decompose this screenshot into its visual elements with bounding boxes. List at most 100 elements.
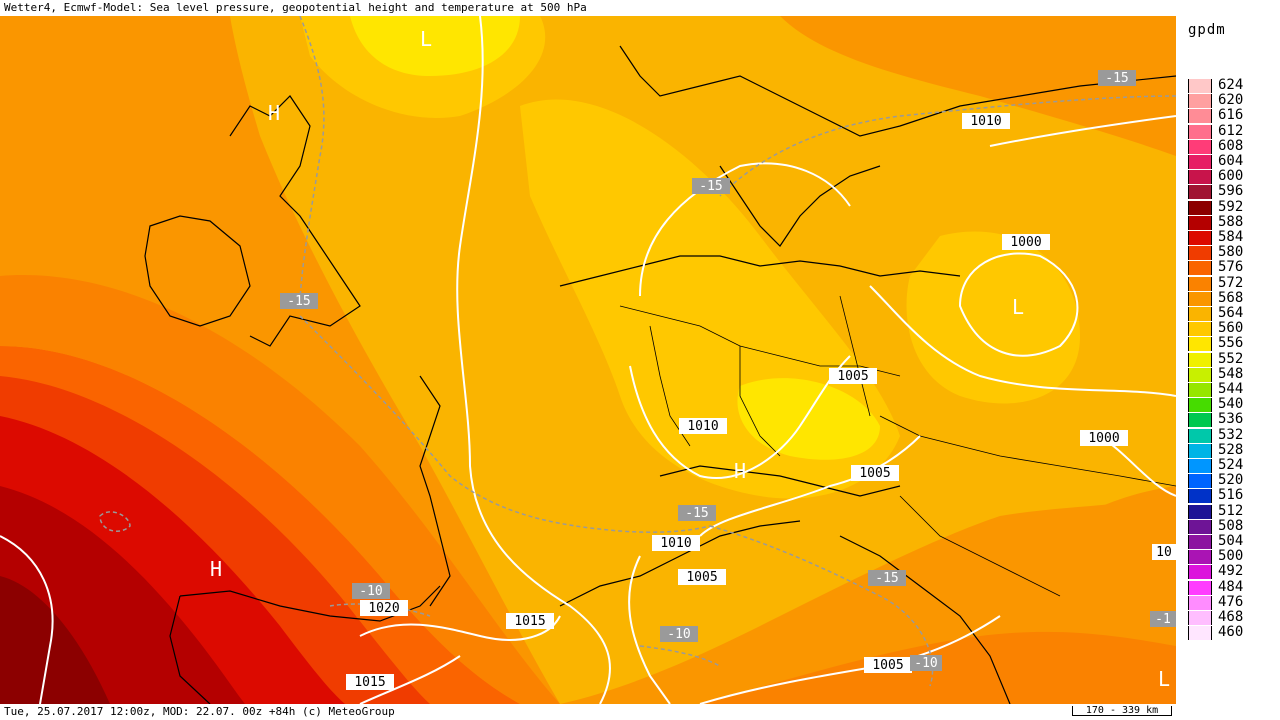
legend-swatch — [1188, 215, 1212, 230]
legend-row: 476 — [1188, 594, 1278, 610]
legend-swatch — [1188, 535, 1212, 549]
map-title: Wetter4, Ecmwf-Model: Sea level pressure… — [0, 0, 1280, 16]
legend-label: 624 — [1218, 77, 1244, 93]
legend-label: 612 — [1218, 122, 1244, 139]
legend-swatch — [1188, 474, 1212, 489]
legend-row: 556 — [1188, 335, 1278, 352]
legend-row: 572 — [1188, 274, 1278, 291]
isobar-label: 1010 — [687, 419, 718, 434]
legend-row: 620 — [1188, 92, 1278, 109]
legend-row: 612 — [1188, 122, 1278, 139]
legend-label: 500 — [1218, 548, 1244, 565]
isotherm-label: -15 — [1105, 71, 1128, 86]
isobar-label: 1005 — [686, 570, 717, 585]
legend-swatch — [1188, 139, 1212, 154]
legend-row: 552 — [1188, 350, 1278, 367]
isotherm-label: -10 — [914, 656, 937, 671]
legend-label: 528 — [1218, 441, 1244, 458]
legend-label: 588 — [1218, 213, 1244, 230]
legend-swatch — [1188, 565, 1212, 580]
legend-row: 548 — [1188, 366, 1278, 382]
low-pressure-marker: L — [1012, 295, 1024, 319]
high-pressure-marker: H — [268, 101, 280, 125]
legend-label: 520 — [1218, 472, 1244, 489]
isobar-label: 1015 — [354, 675, 385, 690]
legend-swatch — [1188, 185, 1212, 200]
legend-label: 568 — [1218, 289, 1244, 306]
legend-swatch — [1188, 170, 1212, 185]
legend-label: 560 — [1218, 320, 1244, 337]
legend-swatch — [1188, 504, 1212, 519]
legend-label: 524 — [1218, 457, 1244, 473]
legend-label: 552 — [1218, 350, 1244, 367]
legend-label: 580 — [1218, 244, 1244, 261]
legend-label: 620 — [1218, 92, 1244, 109]
isobar-label: 1000 — [1088, 431, 1119, 446]
footer-info: Tue, 25.07.2017 12:00z, MOD: 22.07. 00z … — [0, 704, 1280, 720]
legend-swatch — [1188, 626, 1212, 641]
legend-row: 504 — [1188, 533, 1278, 549]
legend-row: 508 — [1188, 517, 1278, 534]
isobar-label: 1005 — [837, 369, 868, 384]
legend-row: 576 — [1188, 259, 1278, 276]
legend-swatch — [1188, 595, 1212, 610]
legend-swatch — [1188, 580, 1212, 595]
isobar-label: 1020 — [368, 601, 399, 616]
legend-swatch — [1188, 352, 1212, 367]
legend-row: 512 — [1188, 502, 1278, 519]
legend-swatch — [1188, 413, 1212, 428]
legend-row: 516 — [1188, 487, 1278, 504]
legend-label: 544 — [1218, 381, 1244, 397]
legend-label: 512 — [1218, 502, 1244, 519]
weather-map[interactable]: 1010 1000 1005 1010 1000 1005 1010 1005 … — [0, 16, 1176, 704]
isotherm-label: -15 — [875, 571, 898, 586]
legend-swatch — [1188, 398, 1212, 413]
legend-label: 468 — [1218, 609, 1244, 625]
legend-label: 572 — [1218, 274, 1244, 291]
isotherm-label: -1 — [1155, 612, 1171, 627]
legend-row: 580 — [1188, 244, 1278, 261]
legend-row: 604 — [1188, 153, 1278, 169]
legend-row: 588 — [1188, 213, 1278, 230]
legend-row: 528 — [1188, 441, 1278, 458]
legend-swatch — [1188, 489, 1212, 504]
legend-swatch — [1188, 611, 1212, 625]
legend-row: 592 — [1188, 199, 1278, 215]
scale-bar: 170 - 339 km — [1072, 706, 1172, 716]
isobar-label: 10 — [1156, 545, 1172, 560]
low-pressure-marker: L — [1158, 667, 1170, 691]
legend-swatch — [1188, 383, 1212, 397]
isobar-label: 1015 — [514, 614, 545, 629]
legend-row: 500 — [1188, 548, 1278, 565]
legend-row: 624 — [1188, 77, 1278, 93]
high-pressure-marker: H — [210, 557, 222, 581]
legend-row: 520 — [1188, 472, 1278, 489]
legend-label: 504 — [1218, 533, 1244, 549]
isobar-label: 1005 — [859, 466, 890, 481]
legend-row: 544 — [1188, 381, 1278, 397]
legend-swatch — [1188, 322, 1212, 337]
legend-label: 608 — [1218, 137, 1244, 154]
legend-swatch — [1188, 459, 1212, 473]
legend-swatch — [1188, 94, 1212, 109]
legend-row: 616 — [1188, 107, 1278, 124]
legend-label: 460 — [1218, 624, 1244, 641]
legend-label: 508 — [1218, 517, 1244, 534]
legend-swatch — [1188, 291, 1212, 306]
legend-swatch — [1188, 276, 1212, 291]
legend-swatch — [1188, 246, 1212, 261]
legend-label: 596 — [1218, 183, 1244, 200]
isotherm-label: -15 — [699, 179, 722, 194]
legend-label: 604 — [1218, 153, 1244, 169]
legend-swatch — [1188, 443, 1212, 458]
high-pressure-marker: H — [734, 459, 746, 483]
legend-row: 584 — [1188, 229, 1278, 245]
low-pressure-marker: L — [420, 27, 432, 51]
legend-swatch — [1188, 155, 1212, 169]
legend-swatch — [1188, 261, 1212, 276]
legend-row: 564 — [1188, 305, 1278, 321]
color-legend: gpdm 624 620 616 612 608 604 600 596 592 588 584 58… — [1176, 16, 1280, 704]
legend-label: 540 — [1218, 396, 1244, 413]
legend-swatch — [1188, 200, 1212, 215]
legend-row: 536 — [1188, 411, 1278, 428]
